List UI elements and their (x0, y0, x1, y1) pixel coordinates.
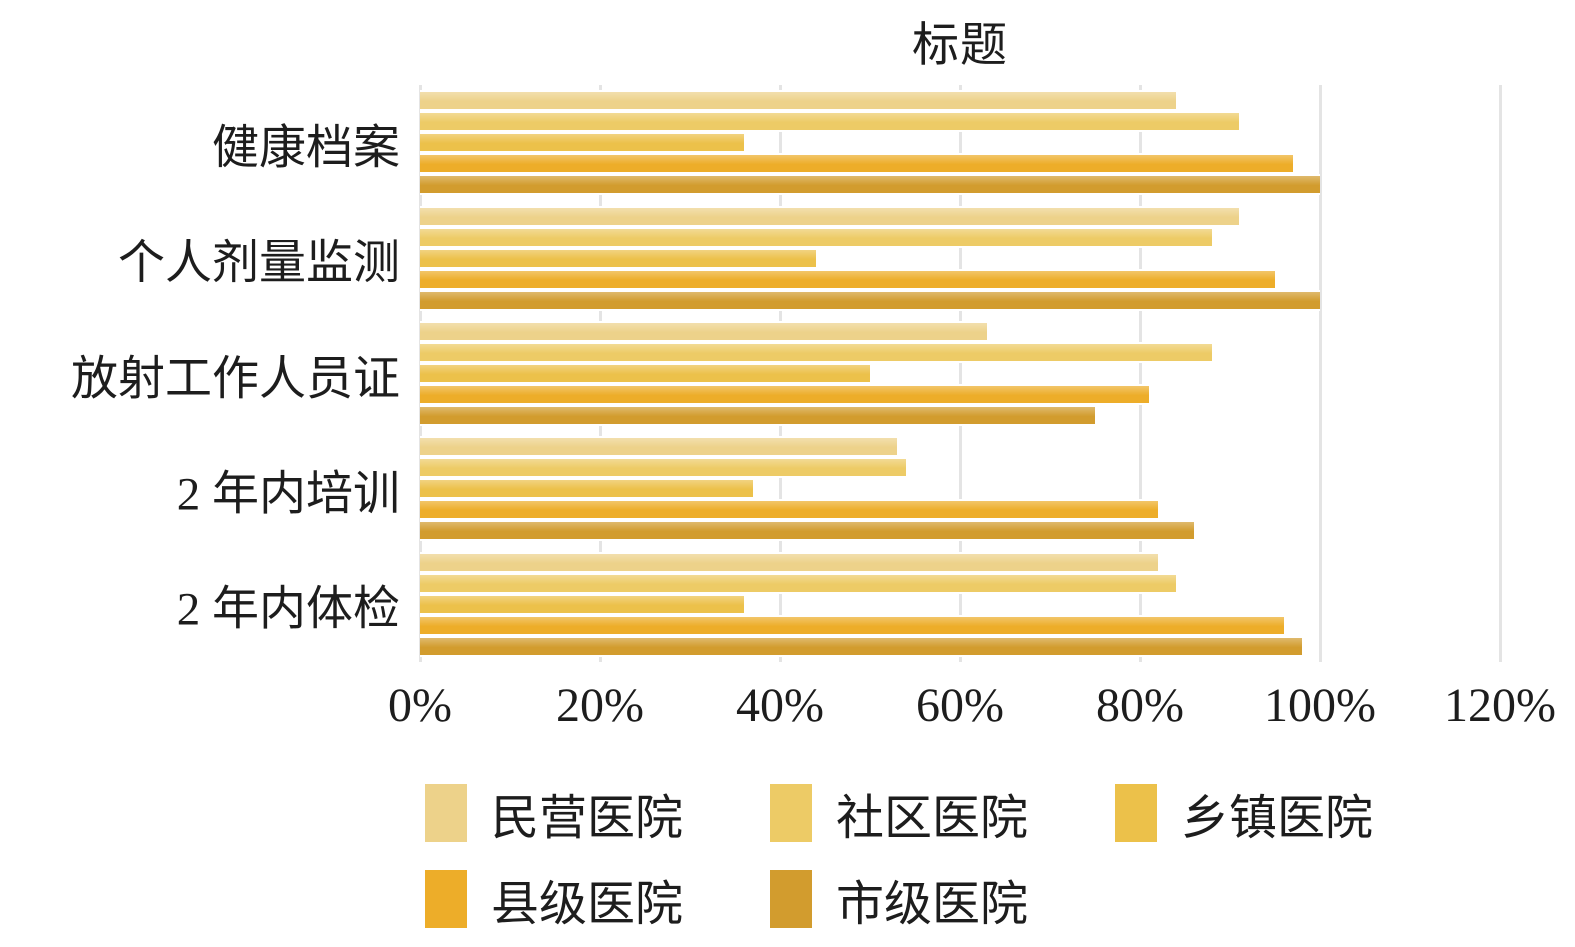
legend-label: 县级医院 (491, 878, 684, 931)
bar (420, 134, 744, 152)
bar (420, 322, 987, 340)
bar (420, 228, 1212, 246)
legend-item: 民营医院 (425, 778, 770, 848)
bar (420, 176, 1320, 194)
x-tick-label: 20% (556, 679, 644, 732)
legend-item: 乡镇医院 (1115, 778, 1460, 848)
bar (420, 501, 1158, 519)
category-label: 健康档案 (212, 122, 400, 175)
gridline (959, 85, 962, 662)
legend-label: 民营医院 (491, 792, 684, 845)
bar (420, 343, 1212, 361)
bar (420, 291, 1320, 309)
bar-group (420, 547, 1500, 662)
bar (420, 155, 1293, 173)
legend-label: 社区医院 (836, 792, 1029, 845)
bar (420, 553, 1158, 571)
category-label: 2 年内培训 (176, 468, 400, 521)
category-label: 放射工作人员证 (71, 353, 400, 405)
legend-swatch-icon (425, 870, 467, 928)
bar (420, 364, 870, 382)
bar-group (420, 85, 1500, 200)
gridline (1139, 85, 1142, 662)
bar (420, 92, 1176, 110)
bar (420, 574, 1176, 592)
bar (420, 207, 1239, 225)
gridline (1499, 85, 1502, 662)
bar (420, 616, 1284, 634)
legend-swatch-icon (425, 784, 467, 842)
bar (420, 522, 1194, 540)
bar (420, 270, 1275, 288)
legend-swatch-icon (770, 870, 812, 928)
bar-group (420, 200, 1500, 315)
bar (420, 637, 1302, 655)
legend-swatch-icon (770, 784, 812, 842)
bar (420, 113, 1239, 131)
gridline (1319, 85, 1322, 662)
legend-swatch-icon (1115, 784, 1157, 842)
x-tick-label: 0% (388, 679, 452, 732)
category-label: 个人剂量监测 (118, 237, 400, 290)
legend-item: 社区医院 (770, 778, 1115, 848)
legend-label: 市级医院 (836, 878, 1029, 931)
legend-item: 市级医院 (770, 864, 1115, 934)
legend-item: 县级医院 (425, 864, 770, 934)
bar (420, 480, 753, 498)
x-tick-label: 80% (1096, 679, 1184, 732)
x-tick-label: 60% (916, 679, 1004, 732)
bar (420, 249, 816, 267)
x-tick-label: 100% (1264, 679, 1376, 732)
bar (420, 385, 1149, 403)
bar (420, 459, 906, 477)
plot-area (419, 85, 1502, 662)
category-label: 2 年内体检 (176, 583, 400, 636)
bar (420, 406, 1095, 424)
x-tick-label: 120% (1444, 679, 1556, 732)
legend: 民营医院 社区医院 乡镇医院县级医院 市级医院 (425, 778, 1495, 934)
bar-group (420, 316, 1500, 431)
bar (420, 595, 744, 613)
bar (420, 438, 897, 456)
legend-label: 乡镇医院 (1181, 792, 1374, 845)
x-tick-label: 40% (736, 679, 824, 732)
chart-title: 标题 (912, 20, 1008, 72)
bar-group (420, 431, 1500, 546)
